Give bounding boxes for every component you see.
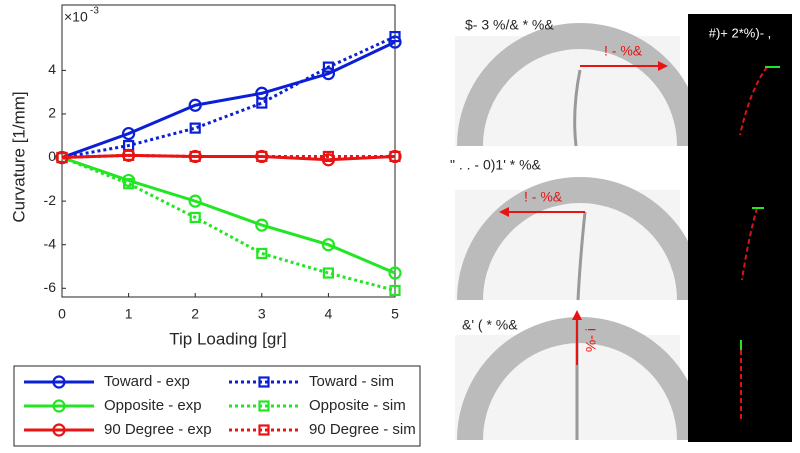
- series-line: [61, 153, 395, 160]
- simulation-panel: #)+ 2*%)- ,: [688, 14, 792, 442]
- marker: [188, 98, 202, 112]
- y-axis-label: Curvature [1/mm]: [9, 91, 28, 222]
- photo-title: " . . - 0)1' * %&: [450, 157, 542, 173]
- marker: [388, 266, 402, 280]
- marker: [258, 400, 270, 412]
- protractor: [457, 177, 703, 301]
- marker: [122, 178, 135, 190]
- marker: [122, 149, 135, 161]
- series-line: [61, 35, 396, 160]
- series-line: [61, 156, 396, 292]
- sim-curve: [741, 207, 758, 281]
- marker: [256, 97, 268, 109]
- photo-title: &' ( * %&: [462, 317, 518, 333]
- y-tick-label: 4: [48, 61, 56, 77]
- marker: [322, 150, 334, 163]
- legend-label: Opposite - exp: [104, 397, 202, 414]
- photo-1: ! - %& $- 3 %/& * %&: [455, 17, 703, 147]
- photo-3: %- i &' ( * %&: [455, 310, 703, 441]
- marker: [189, 122, 201, 134]
- marker: [256, 150, 268, 163]
- arrow-head: [499, 207, 509, 217]
- photo-title: $- 3 %/& * %&: [465, 17, 554, 33]
- marker: [389, 150, 401, 163]
- x-tick-label: 4: [325, 306, 333, 322]
- y-tick-label: 0: [48, 148, 56, 164]
- legend: Toward - exp Toward - sim Opposite - exp Op…: [13, 365, 421, 447]
- arrow-label: ! - %&: [604, 43, 643, 59]
- marker: [389, 30, 401, 43]
- y-tick-label: -6: [44, 279, 57, 295]
- arrow-label: ! - %&: [524, 189, 563, 205]
- x-tick-label: 0: [58, 306, 66, 322]
- marker: [322, 61, 334, 73]
- y-tick-label: -2: [44, 192, 57, 208]
- y-tick-label: 2: [48, 105, 56, 121]
- x-tick-label: 1: [125, 306, 133, 322]
- marker: [258, 424, 270, 436]
- legend-label: Toward - exp: [104, 373, 190, 390]
- marker: [321, 238, 335, 252]
- sim-curve: [739, 66, 768, 136]
- protractor: [457, 317, 703, 441]
- marker: [56, 151, 68, 164]
- marker: [52, 399, 66, 413]
- arrow-label: %- i: [583, 328, 599, 352]
- series-line: [61, 156, 396, 275]
- rod: [576, 211, 587, 301]
- marker: [256, 247, 268, 260]
- y-tick-label: -4: [44, 235, 57, 251]
- marker: [189, 211, 201, 224]
- marker: [258, 376, 270, 388]
- marker: [322, 267, 334, 279]
- sim-title: #)+ 2*%)- ,: [709, 25, 772, 40]
- y-scale-base: ×10: [64, 9, 88, 25]
- y-scale-exponent: -3: [90, 6, 99, 17]
- series-line: [61, 40, 396, 159]
- legend-label: 90 Degree - exp: [104, 421, 212, 438]
- marker: [52, 423, 66, 437]
- protractor: [457, 23, 703, 147]
- marker: [52, 375, 66, 389]
- marker: [255, 218, 269, 232]
- x-tick-label: 2: [191, 306, 199, 322]
- legend-label: 90 Degree - sim: [309, 421, 416, 438]
- legend-label: Toward - sim: [309, 373, 394, 390]
- marker: [389, 284, 401, 297]
- arrow-head: [572, 310, 582, 320]
- x-tick-label: 5: [391, 306, 399, 322]
- x-tick-label: 3: [258, 306, 266, 322]
- photo-2: ! - %& " . . - 0)1' * %&: [450, 157, 703, 301]
- rod: [573, 69, 582, 147]
- photos: ! - %& $- 3 %/& * %& ! - %& " . . - 0)1'…: [450, 14, 792, 442]
- marker: [122, 126, 136, 141]
- marker: [188, 194, 202, 208]
- x-axis-label: Tip Loading [gr]: [169, 329, 287, 348]
- arrow-head: [658, 61, 668, 71]
- chart: -6 -4 -2 0 2 4 0 1 2 3 4 5: [44, 4, 402, 322]
- legend-label: Opposite - sim: [309, 397, 406, 414]
- marker: [189, 150, 201, 163]
